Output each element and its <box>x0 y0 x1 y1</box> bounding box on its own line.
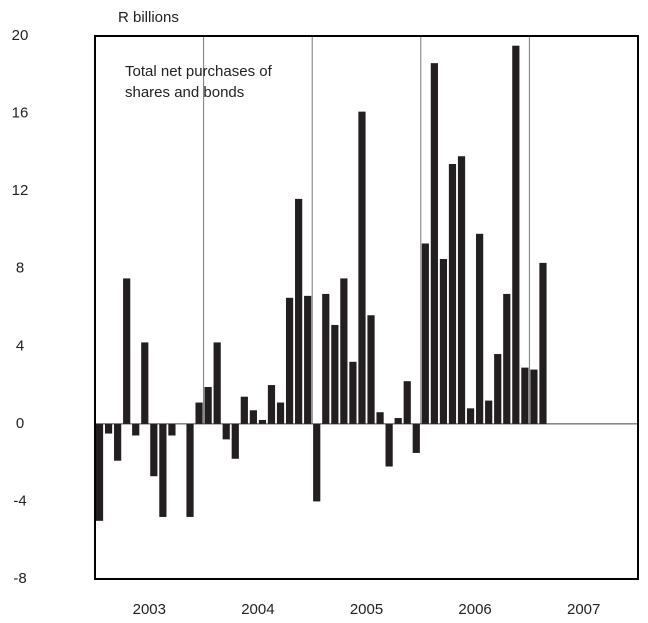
x-tick-label: 2007 <box>567 601 600 618</box>
bar <box>104 423 113 434</box>
bar <box>249 410 257 424</box>
bar <box>340 278 348 424</box>
bar <box>466 408 475 424</box>
bar <box>530 369 538 424</box>
y-tick-label: 8 <box>16 260 24 277</box>
bar <box>358 111 366 424</box>
bar <box>141 342 149 424</box>
y-axis-label: R billions <box>118 9 179 26</box>
bar <box>304 295 312 424</box>
x-tick-label: 2003 <box>133 601 166 618</box>
y-tick-label: 12 <box>12 182 29 199</box>
bar <box>168 423 176 436</box>
bar <box>159 423 167 517</box>
y-tick-label: 4 <box>16 337 24 354</box>
bar <box>412 423 420 453</box>
bar <box>195 402 203 424</box>
bar <box>394 418 402 424</box>
bar <box>231 423 239 459</box>
bar <box>376 412 384 424</box>
bar <box>123 278 131 424</box>
bar <box>476 233 484 424</box>
bar <box>331 324 339 424</box>
y-tick-label: 16 <box>12 105 29 122</box>
bar <box>186 423 194 517</box>
bar <box>485 400 493 424</box>
bar <box>204 387 212 424</box>
y-tick-label: 20 <box>12 27 29 44</box>
bar <box>421 243 429 424</box>
annotation: Total net purchases of shares and bonds <box>125 63 273 101</box>
bar <box>240 396 248 424</box>
bar <box>367 315 375 424</box>
bar <box>385 423 393 467</box>
bar <box>430 63 438 424</box>
x-tick-label: 2005 <box>350 601 383 618</box>
bar <box>114 423 122 461</box>
bar <box>213 342 221 424</box>
bar <box>503 293 511 424</box>
y-tick-label: -4 <box>13 492 26 509</box>
bar <box>258 419 267 424</box>
x-tick-label: 2006 <box>458 601 491 618</box>
bar <box>403 381 411 424</box>
bar <box>295 198 303 424</box>
plot-frame <box>94 35 639 580</box>
bar <box>222 423 230 440</box>
bar <box>439 259 448 424</box>
bar <box>313 423 321 502</box>
bar <box>267 385 276 424</box>
x-tick-label: 2004 <box>241 601 274 618</box>
bar <box>539 262 547 424</box>
bar <box>150 423 158 477</box>
bar <box>322 293 330 424</box>
bar <box>457 156 466 424</box>
y-tick-label: -8 <box>13 570 26 587</box>
bar <box>95 423 104 521</box>
bar <box>276 402 285 424</box>
bar <box>512 45 520 424</box>
bar <box>285 297 294 424</box>
bar <box>448 163 457 424</box>
bar <box>494 354 502 424</box>
y-tick-label: 0 <box>16 415 24 432</box>
bar <box>349 361 357 424</box>
bar <box>132 423 140 436</box>
bar <box>521 367 529 424</box>
